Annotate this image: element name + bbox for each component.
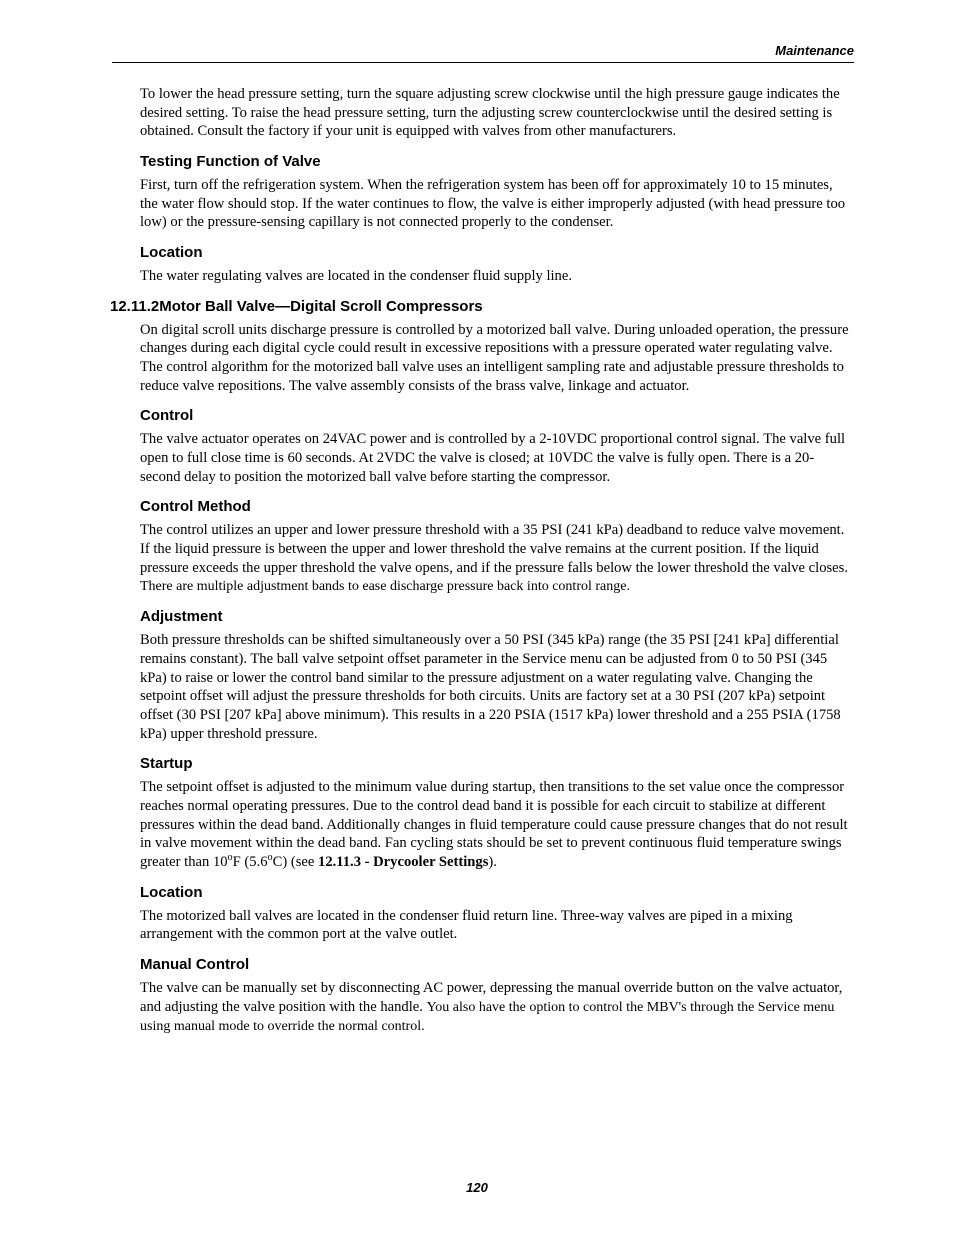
para-adjustment: Both pressure thresholds can be shifted … xyxy=(140,631,854,743)
cross-reference: 12.11.3 - Drycooler Settings xyxy=(318,854,488,870)
unit-c: C) (see xyxy=(273,854,318,870)
unit-f: F ( xyxy=(233,854,250,870)
heading-location-1: Location xyxy=(140,244,854,261)
temp-c-value: 5.6 xyxy=(249,854,267,870)
heading-location-2: Location xyxy=(140,884,854,901)
section-number: 12.11.2 xyxy=(110,298,159,315)
para-location-1: The water regulating valves are located … xyxy=(140,267,854,286)
para-control-method-b: There are multiple adjustment bands to e… xyxy=(140,579,630,594)
content-column: To lower the head pressure setting, turn… xyxy=(140,85,854,1036)
page-number: 120 xyxy=(466,1180,488,1195)
heading-manual-control: Manual Control xyxy=(140,956,854,973)
heading-testing-function: Testing Function of Valve xyxy=(140,153,854,170)
para-control-method: The control utilizes an upper and lower … xyxy=(140,521,854,596)
para-control: The valve actuator operates on 24VAC pow… xyxy=(140,430,854,486)
para-manual-control: The valve can be manually set by disconn… xyxy=(140,979,854,1035)
header-section-label: Maintenance xyxy=(775,43,854,58)
para-location-2: The motorized ball valves are located in… xyxy=(140,907,854,944)
para-control-method-a: The control utilizes an upper and lower … xyxy=(140,522,848,575)
intro-paragraph: To lower the head pressure setting, turn… xyxy=(140,85,854,141)
heading-control: Control xyxy=(140,407,854,424)
section-title: Motor Ball Valve—Digital Scroll Compress… xyxy=(159,298,482,315)
heading-adjustment: Adjustment xyxy=(140,608,854,625)
para-startup: The setpoint offset is adjusted to the m… xyxy=(140,778,854,871)
para-startup-close: ). xyxy=(488,854,497,870)
para-testing-function: First, turn off the refrigeration system… xyxy=(140,176,854,232)
temp-f-value: 10 xyxy=(213,854,228,870)
heading-startup: Startup xyxy=(140,755,854,772)
heading-control-method: Control Method xyxy=(140,498,854,515)
page-footer: 120 xyxy=(0,1180,954,1195)
para-section-12-11-2: On digital scroll units discharge pressu… xyxy=(140,321,854,396)
section-heading-12-11-2: 12.11.2 Motor Ball Valve—Digital Scroll … xyxy=(110,298,854,315)
page-header: Maintenance xyxy=(112,42,854,63)
